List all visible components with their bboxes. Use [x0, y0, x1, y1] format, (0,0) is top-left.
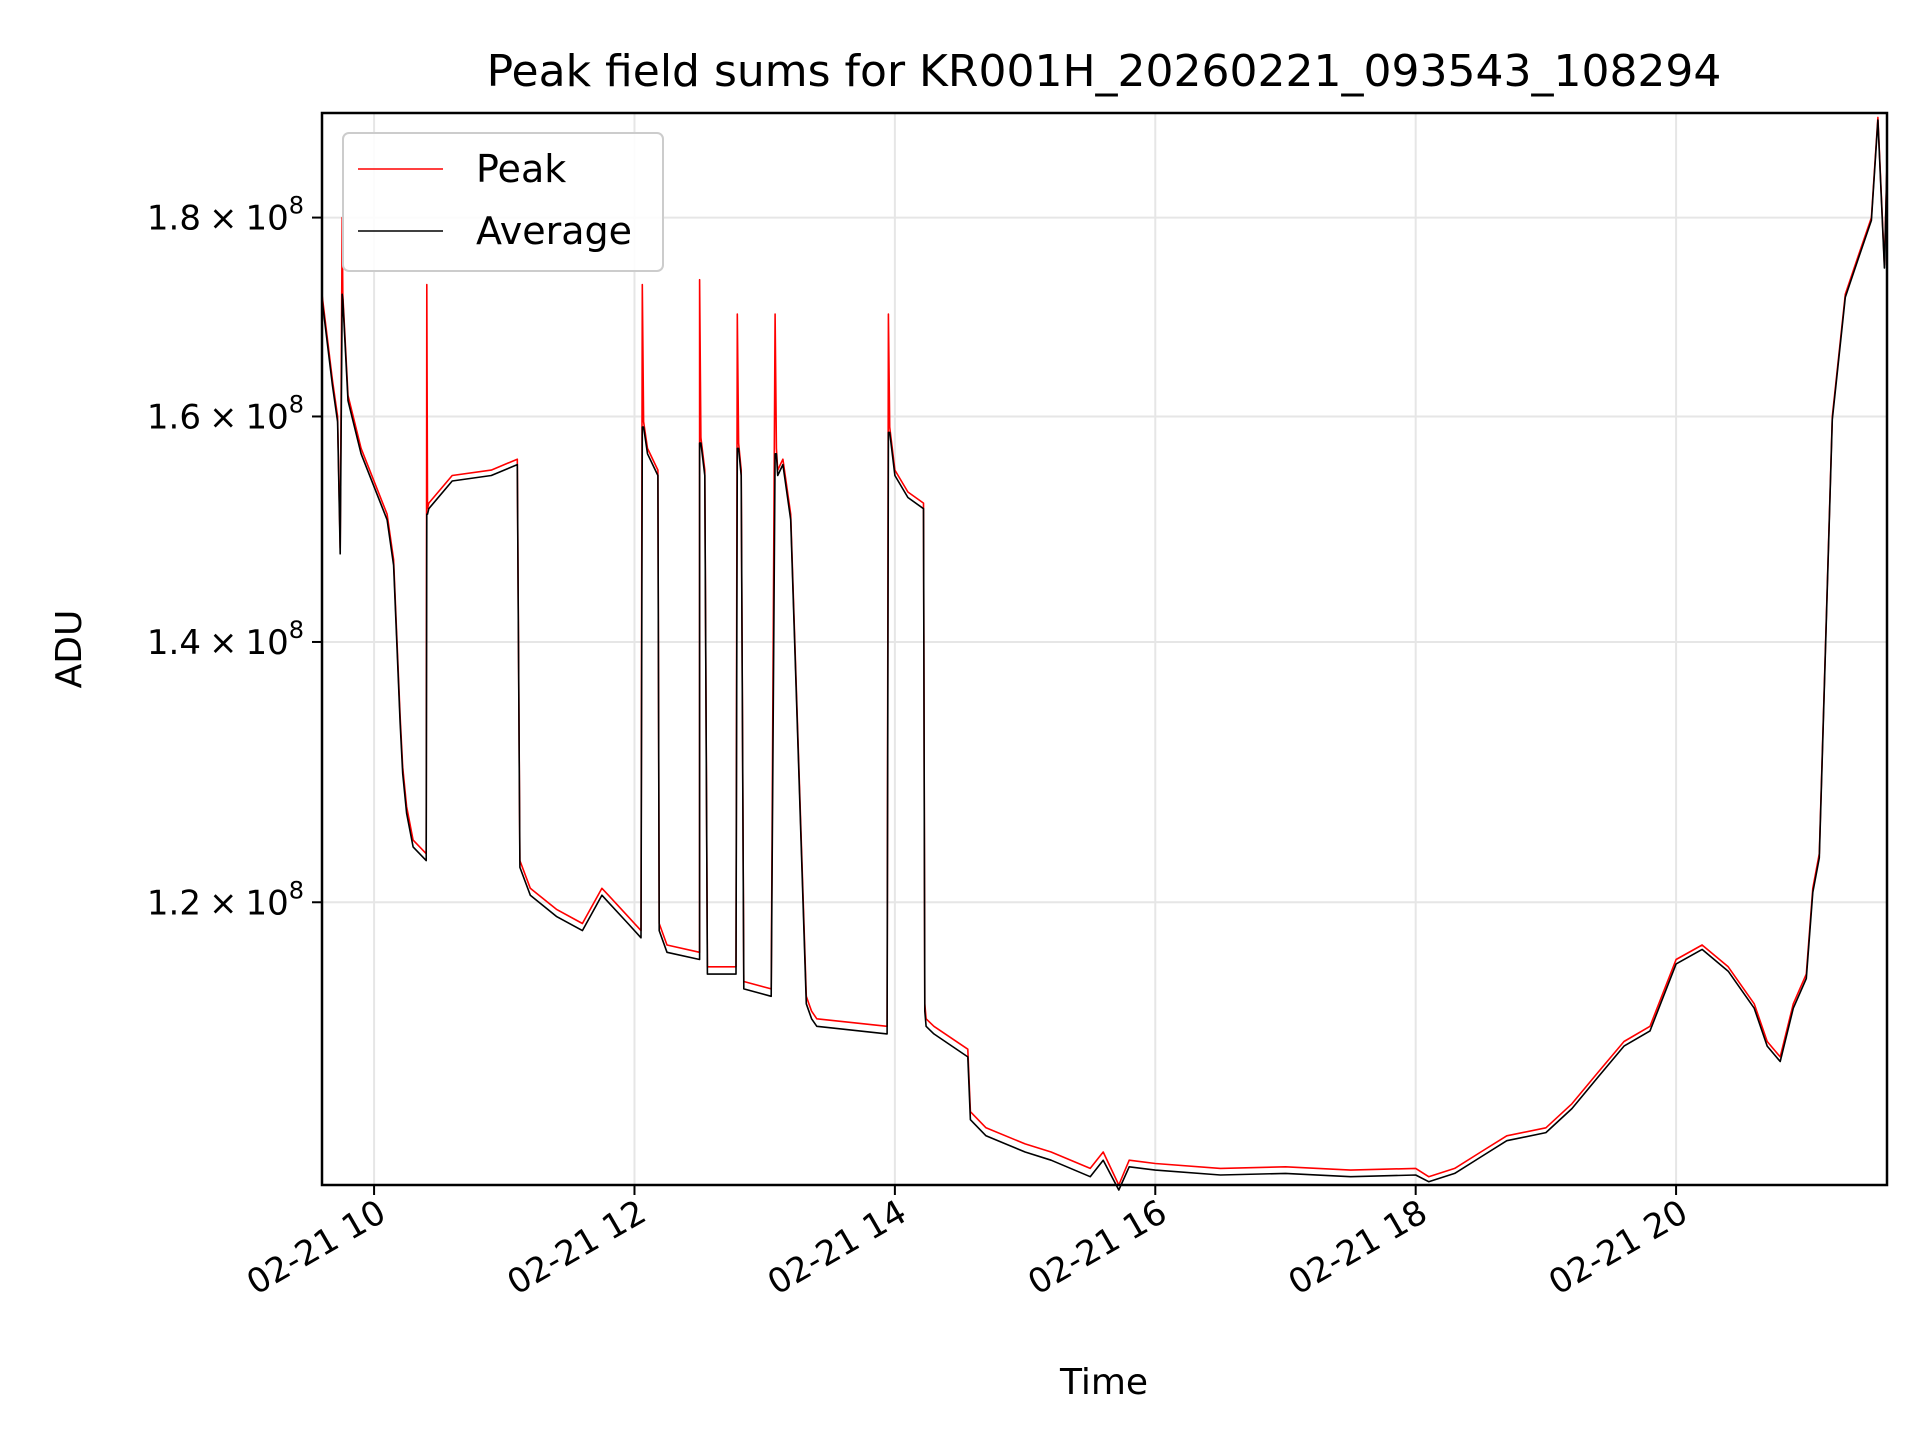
y-tick-exponent: 8 [289, 876, 304, 904]
legend-box [342, 132, 664, 272]
series-layer [321, 116, 1888, 1191]
y-tick-label: 1.2 × 108 [147, 876, 304, 923]
y-tick-times: × [209, 883, 238, 923]
y-tick-label: 1.6 × 108 [147, 390, 304, 437]
y-tick-base: 10 [245, 883, 288, 923]
chart-title: Peak field sums for KR001H_20260221_0935… [487, 46, 1722, 97]
y-tick-label: 1.4 × 108 [147, 616, 304, 663]
series-line-peak [321, 116, 1888, 1186]
y-tick-mantissa: 1.4 [147, 623, 201, 663]
y-tick-times: × [209, 397, 238, 437]
y-tick-base: 10 [245, 623, 288, 663]
y-tick-exponent: 8 [289, 192, 304, 220]
y-tick-base: 10 [245, 397, 288, 437]
legend-label-peak: Peak [476, 147, 566, 191]
y-tick-mantissa: 1.8 [147, 199, 201, 239]
y-axis-label: ADU [49, 610, 90, 689]
y-tick-mantissa: 1.2 [147, 883, 201, 923]
y-tick-exponent: 8 [289, 390, 304, 418]
y-tick-times: × [209, 623, 238, 663]
x-axis-label: Time [1059, 1362, 1148, 1403]
y-tick-label: 1.8 × 108 [147, 192, 304, 239]
y-tick-times: × [209, 199, 238, 239]
plot-frame [320, 111, 1889, 1187]
grid [322, 113, 1887, 1185]
legend-label-average: Average [476, 209, 632, 253]
legend: Peak Average [342, 132, 664, 272]
y-tick-mantissa: 1.6 [147, 397, 201, 437]
y-tick-exponent: 8 [289, 616, 304, 644]
y-tick-base: 10 [245, 199, 288, 239]
series-line-average [321, 119, 1888, 1191]
